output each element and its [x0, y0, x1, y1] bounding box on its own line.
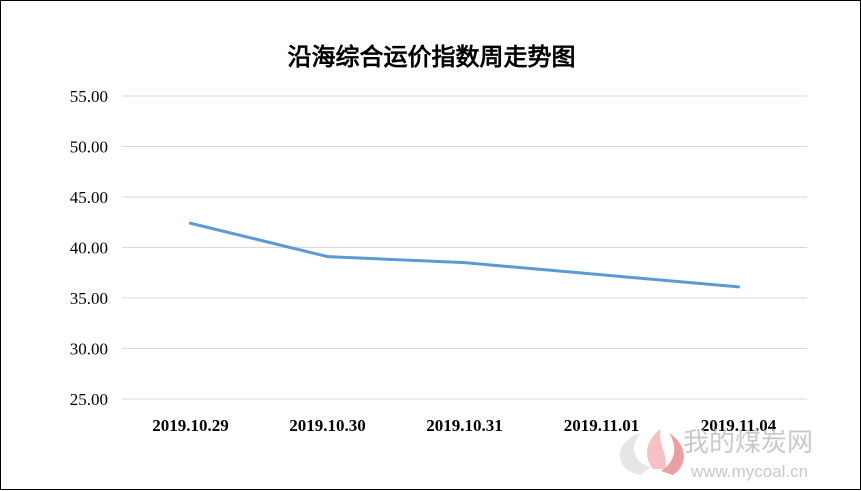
watermark-logo-icon [620, 429, 685, 475]
series-line [189, 221, 740, 289]
y-tick-label: 25.00 [70, 390, 108, 409]
data-point [600, 273, 603, 277]
y-tick-label: 50.00 [70, 138, 108, 157]
x-tick-label: 2019.10.31 [426, 416, 503, 435]
x-tick-label: 2019.10.29 [152, 416, 229, 435]
x-tick-label: 2019.10.30 [289, 416, 366, 435]
x-tick-label: 2019.11.04 [701, 416, 777, 435]
y-tick-label: 40.00 [70, 239, 108, 258]
data-point [737, 285, 740, 289]
series-layer [189, 221, 740, 289]
y-tick-label: 45.00 [70, 188, 108, 207]
data-point [326, 255, 329, 259]
watermark: 我的煤炭网 www.mycoal.cn [620, 428, 813, 481]
watermark-url: www.mycoal.cn [690, 462, 808, 481]
y-tick-label: 55.00 [70, 87, 108, 106]
x-tick-label: 2019.11.01 [564, 416, 640, 435]
chart-title: 沿海综合运价指数周走势图 [287, 42, 576, 71]
gridlines [122, 95, 807, 400]
y-tick-label: 35.00 [70, 289, 108, 308]
y-tick-label: 30.00 [70, 340, 108, 359]
y-axis-ticks: 25.00 30.00 35.00 40.00 45.00 50.00 55.00 [70, 87, 108, 409]
data-point [189, 221, 192, 225]
data-point [463, 261, 466, 265]
x-axis-ticks: 2019.10.29 2019.10.30 2019.10.31 2019.11.01… [152, 416, 777, 435]
watermark-text: 我的煤炭网 [683, 428, 813, 458]
